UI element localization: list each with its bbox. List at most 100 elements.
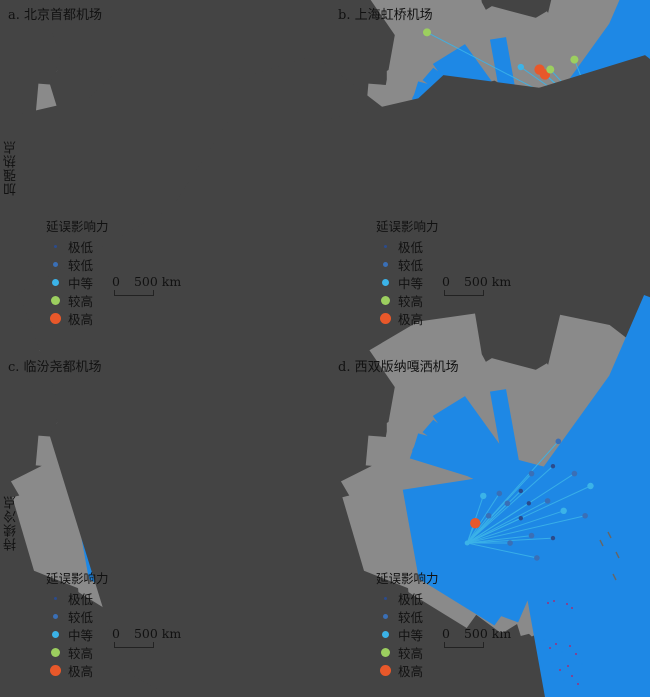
hub-dot (464, 540, 470, 546)
destination-dot (504, 500, 511, 507)
legend-title: 延误影响力 (46, 219, 109, 234)
legend-title: 延误影响力 (376, 219, 439, 234)
legend-item: 极高 (46, 661, 109, 679)
flow-line (466, 515, 490, 544)
scale-zero: 0 (112, 274, 120, 289)
legend-title: 延误影响力 (46, 571, 109, 586)
destination-dot (570, 55, 579, 64)
legend-label: 中等 (68, 627, 94, 643)
legend-dot (50, 295, 60, 305)
legend-dot (382, 261, 388, 267)
legend-label: 中等 (68, 275, 94, 291)
legend-item: 极低 (376, 237, 439, 255)
flow-line (467, 510, 564, 544)
destination-dot (560, 507, 567, 514)
destinations-3 (464, 438, 594, 561)
panel-title: b. 上海虹桥机场 (338, 8, 433, 23)
legend: 延误影响力极低较低中等 较高 极高 (376, 216, 439, 327)
flow-line (466, 517, 522, 544)
row-label-bottom: 持续冷点 (4, 495, 19, 551)
row-label-top: 加强热点 (4, 140, 19, 196)
legend-dot (380, 295, 390, 305)
legend-dot (381, 278, 389, 286)
legend: 延误影响力极低较低中等较高极高 (46, 216, 109, 327)
legend-dot (51, 630, 59, 638)
flow-line (466, 493, 500, 544)
legend-item: 中等 (46, 625, 109, 643)
legend-dot (53, 596, 57, 600)
destination-dot (517, 63, 524, 71)
legend-label: 极低 (68, 239, 94, 255)
flow-line (466, 465, 554, 544)
legend-label: 极低 (398, 591, 424, 607)
legend-item: 极高 (376, 661, 439, 679)
destination-dot (571, 470, 578, 477)
destination-dot (485, 512, 492, 519)
legend-label: 较高 (68, 293, 94, 309)
legend-label: 中等 (398, 275, 424, 291)
flows-3 (466, 441, 591, 559)
legend: 延误影响力 极低 较低 中等 较高 极高 (46, 568, 109, 679)
legend-dot (51, 278, 59, 286)
destination-dot (582, 512, 588, 519)
legend-dot (379, 664, 391, 676)
legend-dot (52, 261, 58, 267)
legend-label: 中等 (398, 627, 424, 643)
destination-dot (534, 555, 540, 561)
panel-title: c. 临汾尧都机场 (8, 360, 102, 375)
legend-item: 极低 (46, 237, 109, 255)
flow-line (466, 503, 508, 544)
scale-label: 500 km (463, 626, 512, 641)
destination-dot (423, 28, 431, 37)
legend-label: 极高 (398, 663, 424, 679)
destination-dot (587, 482, 594, 490)
legend-item: 较高 (376, 291, 439, 309)
scale-bar: 0 500 km (112, 274, 182, 296)
panel-title: d. 西双版纳嘎洒机场 (338, 360, 459, 375)
destination-dot (528, 470, 535, 477)
flow-line (467, 542, 537, 559)
legend-dot (383, 244, 387, 248)
legend-dot (381, 630, 389, 638)
destination-dot (496, 490, 503, 497)
flow-line (467, 535, 532, 544)
legend-label: 极低 (398, 239, 424, 255)
scale-label: 500 km (133, 274, 182, 289)
legend-label: 极高 (68, 663, 94, 679)
legend-item: 中等 (376, 273, 439, 291)
legend-item: 中等 (46, 273, 109, 291)
legend-dot (382, 613, 388, 619)
legend-label: 较低 (68, 609, 94, 625)
legend-label: 极高 (68, 311, 94, 327)
scale-label: 500 km (133, 626, 182, 641)
legend-item: 较高 (376, 643, 439, 661)
scale-zero: 0 (112, 626, 120, 641)
panel-title: a. 北京首都机场 (8, 8, 103, 23)
legend-dot (383, 596, 387, 600)
legend-label: 较低 (398, 257, 424, 273)
destination-dot (528, 532, 535, 539)
scale-bar: 0 500 km (112, 626, 182, 648)
legend-item: 极低 (376, 589, 439, 607)
legend-label: 较高 (68, 645, 94, 661)
legend-label: 较低 (68, 257, 94, 273)
legend-dot (50, 647, 60, 657)
legend-item: 极高 (376, 309, 439, 327)
legend-item: 中等 (376, 625, 439, 643)
destination-dot (546, 65, 555, 74)
flow-line (466, 473, 532, 544)
legend-dot (379, 312, 391, 324)
scale-zero: 0 (442, 274, 450, 289)
map-3 (368, 362, 609, 570)
flow-line (467, 515, 586, 544)
legend-item: 较低 (46, 607, 109, 625)
south-sea-islands-3 (541, 531, 620, 685)
flow-line (466, 500, 548, 544)
destination-dot (470, 518, 481, 529)
legend-title: 延误影响力 (376, 571, 439, 586)
legend-dot (53, 244, 57, 248)
destination-dot (480, 492, 487, 500)
legend-item: 较低 (46, 255, 109, 273)
destination-dot (518, 488, 523, 494)
